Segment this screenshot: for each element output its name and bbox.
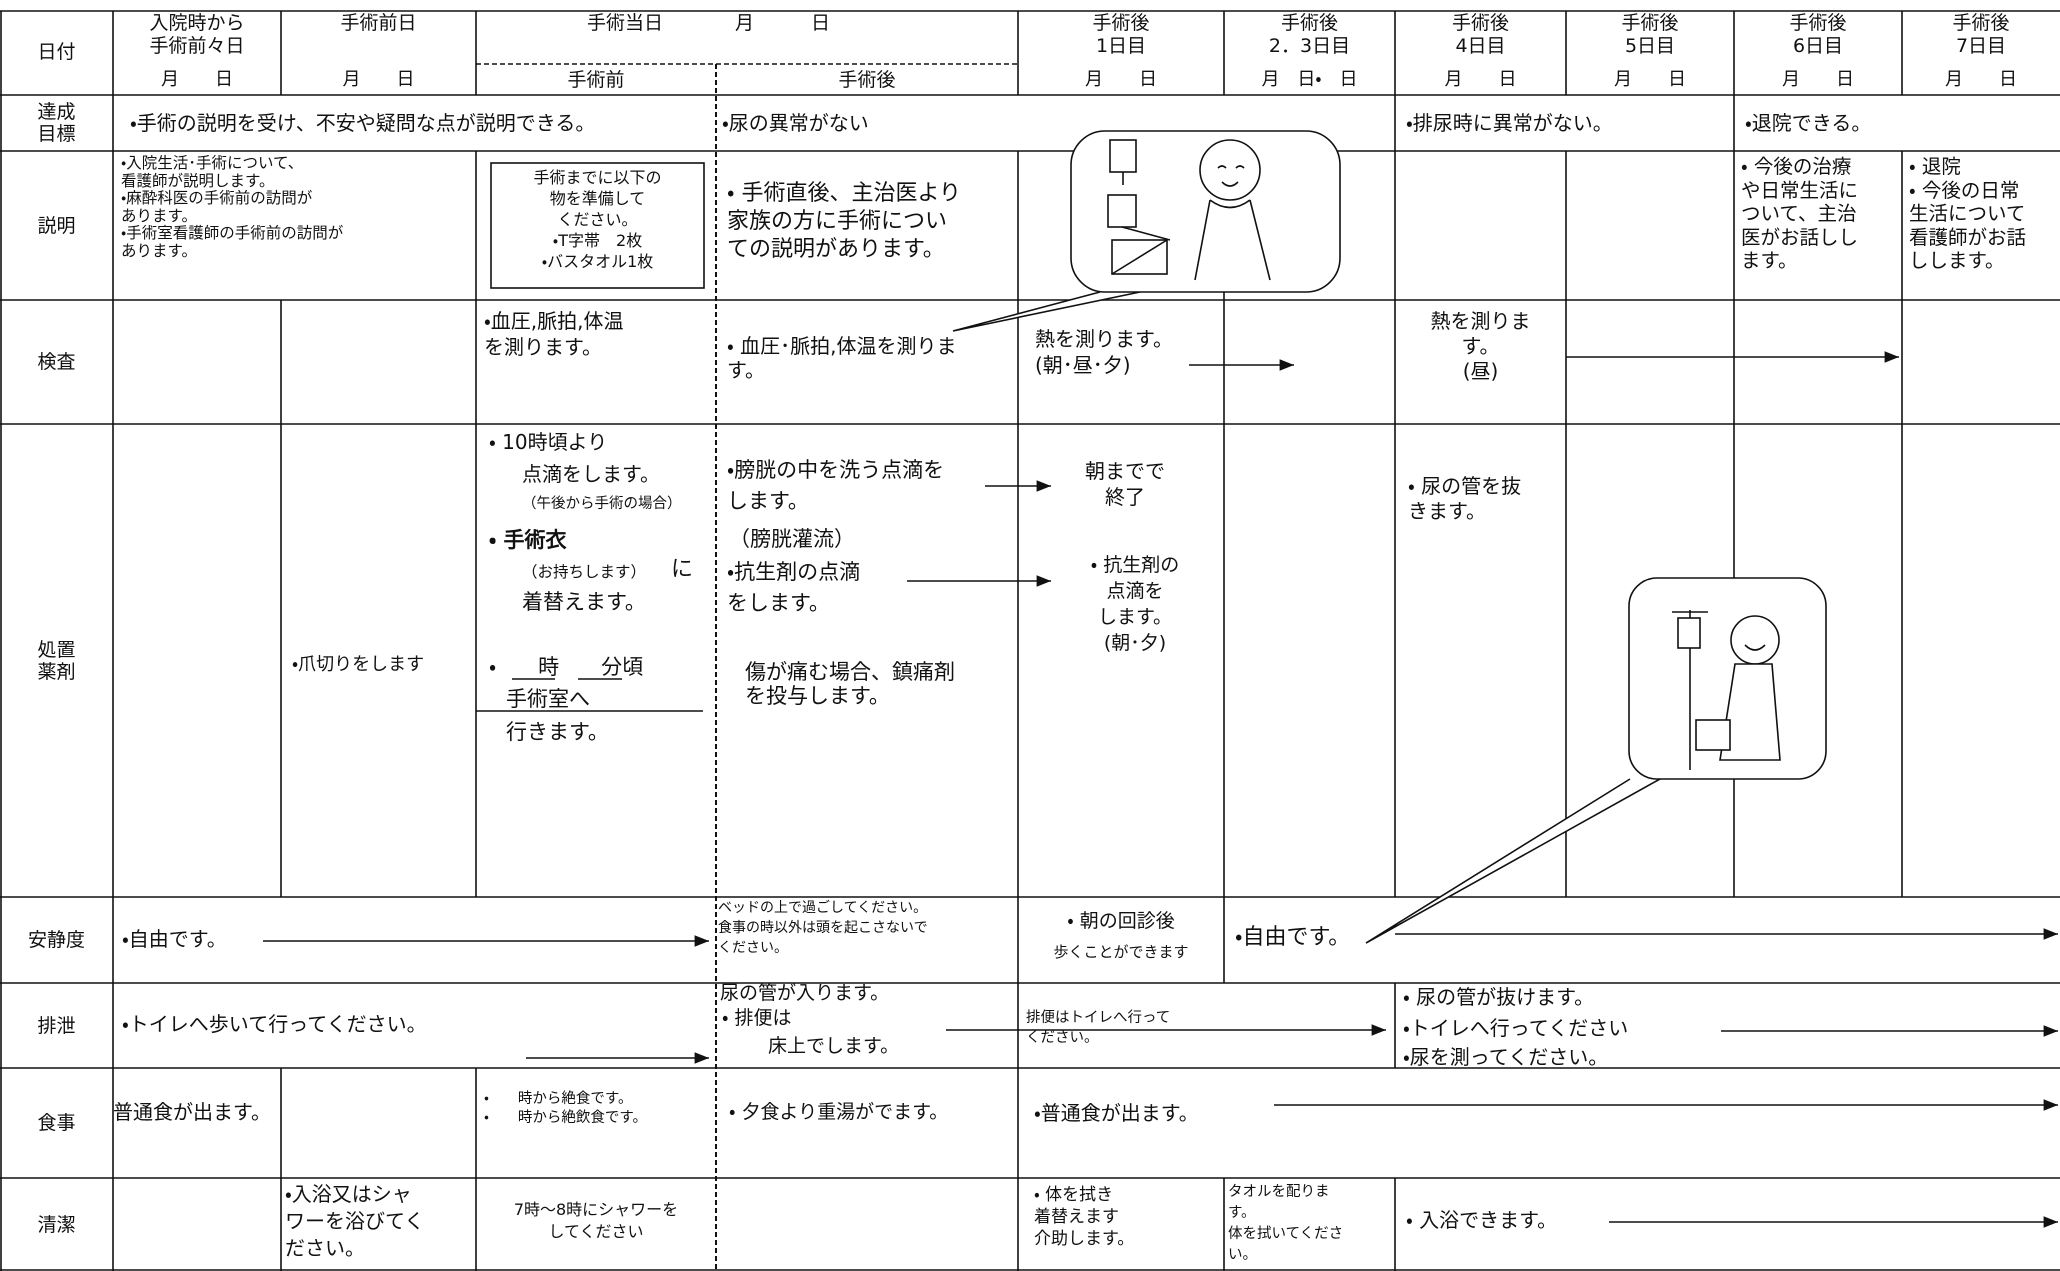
cell-text: 傷が痛む場合、鎮痛剤 を投与します。: [745, 660, 955, 708]
column-title: 手術後 6日目: [1789, 12, 1847, 57]
row-label: 安静度: [27, 929, 85, 951]
column-date: 月 日: [1945, 69, 2017, 90]
cell-text: （お持ちします）: [522, 563, 647, 581]
cell-text: ・爪切りをします: [292, 654, 425, 675]
cell-text: 床上でします。: [768, 1035, 900, 1057]
cell-text: ・ 抗生剤の 点滴を します。 (朝･夕): [1090, 554, 1180, 654]
cell-text: ・ 退院 ・ 今後の日常 生活について 看護師がお話 しします。: [1909, 155, 2027, 272]
cell-text: 行きます。: [506, 720, 609, 744]
cell-text: ・ 体を拭き 着替えます 介助します。: [1034, 1185, 1135, 1249]
cell-text: ・ 尿の管が抜けます。: [1403, 985, 1595, 1009]
cell-text: 点滴をします。: [522, 462, 660, 486]
row-label: 達成 目標: [37, 101, 76, 145]
cell-text: （膀胱灌流）: [729, 527, 855, 551]
cell-text: 着替えます。: [522, 590, 646, 614]
cell-text: ・入浴又はシャ ワーを浴びてく ださい。: [285, 1182, 425, 1260]
cell-text: ・ 尿の管を抜 きます。: [1408, 474, 1522, 523]
cell-text: ・普通食が出ます。: [1034, 1101, 1199, 1125]
cell-text: ・ 今後の治療 や日常生活に ついて、主治 医がお話しし ます。: [1741, 155, 1859, 272]
cell-text: ・ 夕食より重湯がでます。: [729, 1101, 949, 1123]
column-date: 月 日: [161, 69, 233, 90]
column-date: 月 日: [342, 69, 415, 90]
row-label: 説明: [37, 214, 76, 237]
row-label: 清潔: [37, 1213, 76, 1236]
column-date: 月 日: [1085, 69, 1157, 90]
cell-text: ・入院生活･手術について、 看護師が説明します。 ・麻酔科医の手術前の訪問が あ…: [121, 154, 344, 260]
cell-text: ・ 時 分頃: [489, 655, 644, 679]
cell-text: 朝までで 終了: [1085, 459, 1165, 509]
column-date: 月 日: [735, 12, 831, 34]
cell-text: ・自由です。: [122, 927, 227, 951]
illustrations: [952, 130, 1827, 944]
column-title: 手術前日: [340, 12, 417, 34]
column-date: 月 日・ 日: [1261, 69, 1358, 90]
cell-text: 歩くことができます: [1053, 943, 1189, 961]
cell-text: ・ 入浴できます。: [1406, 1208, 1558, 1232]
cell-text: に: [671, 557, 694, 582]
cell-text: ・ 排便は: [722, 1007, 792, 1029]
cell-text: ・トイレへ歩いて行ってください。: [122, 1012, 427, 1036]
column-date: 月 日: [1782, 69, 1854, 90]
cell-text: ベッドの上で過ごしてください。 食事の時以外は頭を起こさないで ください。: [718, 900, 928, 956]
row-label: 検査: [37, 351, 76, 373]
column-title: 手術当日: [586, 12, 663, 34]
cell-text: 排便はトイレへ行って ください。: [1026, 1010, 1171, 1046]
column-title: 入院時から 手術前々日: [149, 12, 245, 57]
column-title: 手術後 2．3日目: [1268, 12, 1351, 57]
cell-text: ・ 手術衣: [489, 528, 567, 552]
cell-text: ・尿の異常がない: [722, 111, 869, 135]
column-title: 手術後 4日目: [1451, 12, 1509, 57]
cell-text: 尿の管が入ります。: [720, 982, 890, 1004]
cell-text: ・ 10時頃より: [489, 430, 608, 454]
cell-text: ・排尿時に異常がない。: [1406, 111, 1613, 135]
cell-text: 熱を測りま す。 (昼): [1430, 309, 1531, 383]
cell-text: （午後から手術の場合）: [522, 496, 682, 512]
cell-text: ・手術の説明を受け、不安や疑問な点が説明できる。: [130, 111, 596, 135]
column-title: 手術後 1日目: [1092, 12, 1150, 57]
cell-text: ・退院できる。: [1745, 111, 1872, 135]
cell-text: ・ 朝の回診後: [1067, 910, 1175, 932]
column-subtitle: 手術前: [567, 69, 625, 91]
column-subtitle: 手術後: [838, 69, 896, 91]
cell-text: タオルを配りま す。 体を拭いてくださ い。: [1228, 1184, 1344, 1263]
cell-text: 手術までに以下の 物を準備して ください。 ・T字帯 2枚 ・バスタオル1枚: [533, 168, 662, 271]
cell-text: ・自由です。: [1235, 925, 1351, 950]
row-label: 食事: [37, 1112, 76, 1134]
row-label: 排泄: [37, 1014, 76, 1037]
cell-text: ・血圧,脈拍,体温 を測ります。: [484, 309, 624, 359]
cell-text: 普通食が出ます。: [113, 1100, 271, 1124]
cell-text: 手術室へ: [506, 687, 590, 711]
cell-text: ・抗生剤の点滴 をします。: [727, 560, 861, 615]
cell-text: 7時～8時にシャワーを してください: [513, 1200, 679, 1241]
cell-text: ・トイレへ行ってください: [1403, 1016, 1629, 1040]
column-title: 手術後 5日目: [1621, 12, 1679, 57]
column-date: 月 日: [1614, 69, 1686, 90]
cell-text: ・尿を測ってください。: [1403, 1045, 1609, 1069]
cell-text: ・ 時から絶食です。 ・ 時から絶飲食です。: [484, 1091, 647, 1126]
row-label: 処置 薬剤: [37, 638, 76, 683]
arrows: [263, 351, 2058, 1228]
cell-text: 熱を測ります。 (朝･昼･夕): [1035, 327, 1173, 377]
cell-text: ・膀胱の中を洗う点滴を します。: [727, 458, 945, 513]
cell-text: ・ 手術直後、主治医より 家族の方に手術につい ての説明があります。: [727, 181, 962, 262]
cell-text: ・ 血圧･脈拍,体温を測りま す。: [727, 334, 957, 382]
column-title: 手術後 7日目: [1952, 12, 2010, 57]
row-label: 日付: [37, 41, 76, 64]
table-lines: [0, 10, 2060, 1271]
column-date: 月 日: [1444, 69, 1517, 90]
